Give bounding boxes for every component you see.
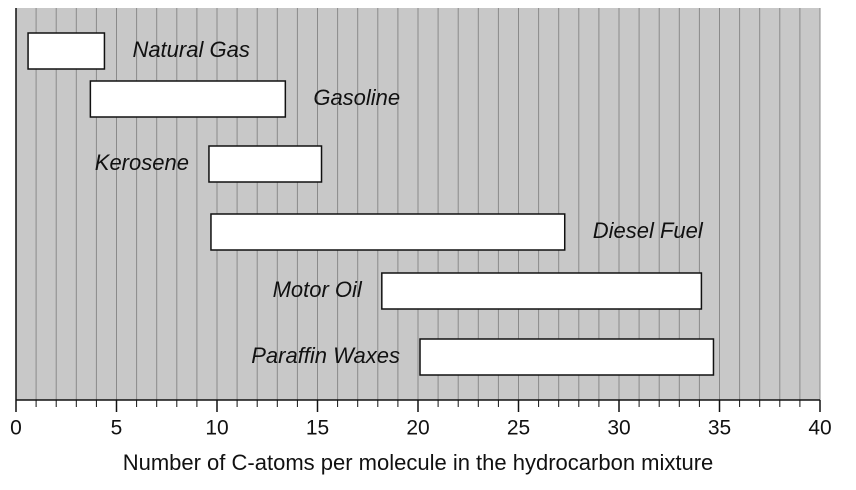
x-tick-label: 25 [507,417,530,440]
bar-label: Motor Oil [273,277,363,302]
x-axis-label: Number of C-atoms per molecule in the hy… [123,450,714,475]
x-tick-label: 5 [111,417,123,440]
bar [208,145,323,183]
bar [381,272,703,310]
x-tick-label: 30 [607,417,630,440]
bar [27,32,106,70]
bar [419,338,715,376]
bar [89,80,287,118]
bar [210,213,566,251]
bar-label: Diesel Fuel [593,218,704,243]
x-tick-label: 20 [406,417,429,440]
x-tick-label: 35 [708,417,731,440]
bar-label: Natural Gas [132,37,249,62]
bar-label: Kerosene [95,150,189,175]
bar-label: Paraffin Waxes [251,343,400,368]
x-tick-label: 15 [306,417,329,440]
x-tick-label: 10 [205,417,228,440]
x-tick-label: 40 [808,417,831,440]
x-tick-label: 0 [10,417,22,440]
bar-label: Gasoline [313,85,400,110]
